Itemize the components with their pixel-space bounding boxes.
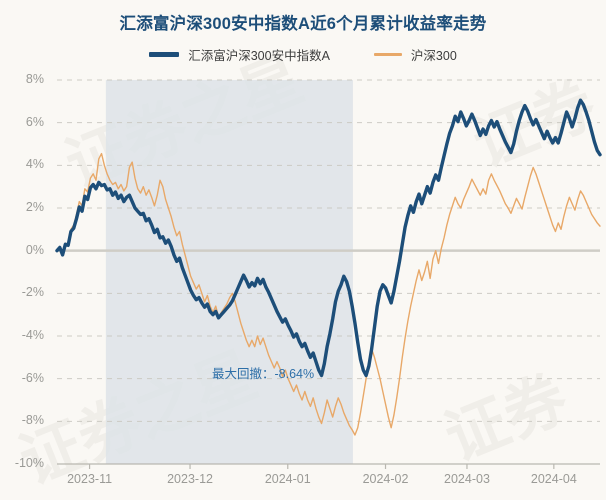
- x-axis-tick-label: 2024-03: [444, 472, 490, 486]
- benchmark-series-line: [56, 152, 601, 436]
- y-axis-tick-label: 0%: [25, 242, 44, 257]
- x-axis-tick-label: 2024-02: [362, 472, 409, 486]
- x-axis-tick-label: 2024-01: [264, 472, 311, 486]
- legend-item-fund[interactable]: 汇添富沪深300安中指数A: [149, 45, 330, 64]
- x-axis-tick-label: 2023-12: [167, 472, 213, 486]
- y-axis-tick-label: 6%: [25, 114, 44, 129]
- y-axis-tick-label: -2%: [21, 285, 44, 300]
- y-axis-tick-label: -4%: [21, 328, 44, 342]
- y-axis-tick-label: 2%: [25, 200, 44, 214]
- y-axis-tick-label: 4%: [25, 157, 44, 172]
- max-drawdown-annotation: 最大回撤：-8.64%: [212, 366, 315, 381]
- y-axis-tick-label: -6%: [21, 370, 44, 385]
- legend-swatch-benchmark-icon: [373, 53, 402, 56]
- fund-series-line: [55, 98, 602, 378]
- legend-label-benchmark: 沪深300: [410, 49, 457, 63]
- x-axis-tick-label: 2023-11: [67, 472, 113, 486]
- y-axis-tick-label: -10%: [14, 456, 44, 470]
- x-axis-tick-label: 2024-04: [530, 472, 577, 486]
- y-axis-tick-label: -8%: [21, 413, 44, 428]
- legend-swatch-fund-icon: [149, 52, 180, 57]
- legend-label-fund: 汇添富沪深300安中指数A: [188, 49, 330, 63]
- y-axis-tick-label: 8%: [25, 72, 44, 86]
- chart-legend: 汇添富沪深300安中指数A 沪深300: [0, 45, 606, 64]
- chart-title: 汇添富沪深300安中指数A近6个月累计收益率走势: [119, 15, 487, 33]
- legend-item-benchmark[interactable]: 沪深300: [373, 45, 457, 64]
